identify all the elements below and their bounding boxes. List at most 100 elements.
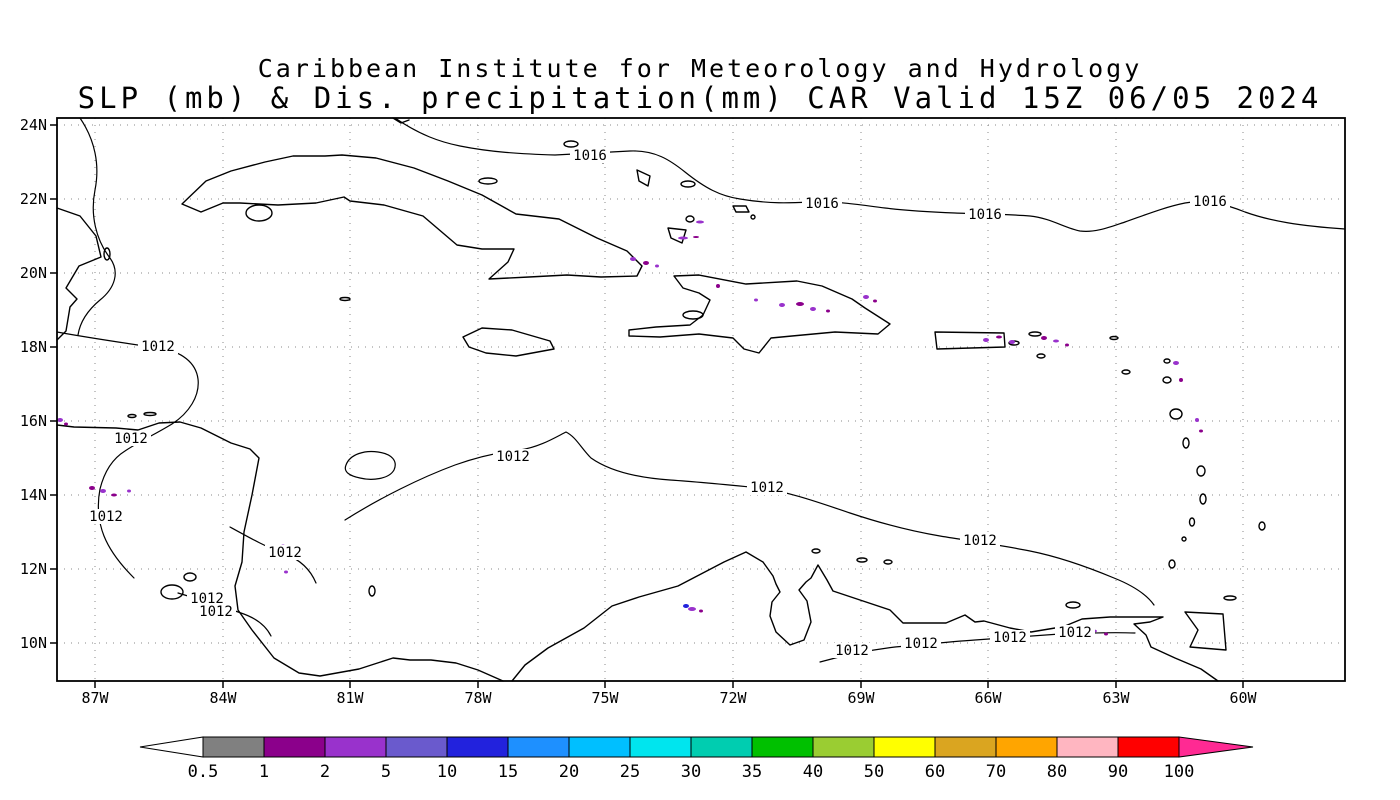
colorbar-segment bbox=[446, 736, 509, 758]
x-axis-label: 66W bbox=[974, 689, 1002, 707]
precip-dot bbox=[699, 609, 703, 613]
trinidad-island bbox=[1184, 611, 1227, 651]
crooked-island bbox=[636, 169, 651, 187]
contour-label-mask bbox=[901, 636, 941, 651]
colorbar-tick-label: 1 bbox=[259, 762, 269, 782]
precip-dot bbox=[64, 422, 68, 426]
isobar-value-label: 1012 bbox=[268, 545, 302, 561]
caicos-islands bbox=[732, 205, 750, 213]
grenada-island bbox=[1168, 559, 1176, 569]
precip-dot bbox=[1199, 429, 1203, 433]
isobar-1012-central bbox=[344, 431, 1155, 606]
isobar-value-label: 1012 bbox=[1058, 625, 1092, 641]
coastlines-layer bbox=[56, 117, 1266, 682]
colorbar-segment bbox=[995, 736, 1058, 758]
contour-label-mask bbox=[138, 339, 178, 354]
map-frame bbox=[56, 117, 1346, 682]
anguilla-island bbox=[1109, 335, 1119, 341]
martinique-island bbox=[1196, 465, 1206, 477]
colorbar-tick-label: 0.5 bbox=[188, 762, 219, 782]
precip-dot bbox=[779, 303, 785, 307]
colorbar-segment bbox=[385, 736, 448, 758]
institute-title: Caribbean Institute for Meteorology and … bbox=[257, 54, 1143, 83]
margarita-island bbox=[1065, 601, 1081, 609]
colorbar-segment bbox=[812, 736, 875, 758]
st-lucia-island bbox=[1199, 493, 1207, 505]
contour-label-mask bbox=[1190, 194, 1230, 209]
contour-label-mask bbox=[832, 643, 872, 658]
colorbar-segment bbox=[324, 736, 387, 758]
axis-labels-layer: 87W 84W 81W 78W 75W 72W 69W 66W 63W 60W 24N 22N 20N 1… bbox=[20, 116, 1258, 707]
gridlines-layer bbox=[57, 118, 1345, 681]
isobar-value-label: 1016 bbox=[1193, 194, 1227, 210]
exuma-island bbox=[563, 140, 579, 148]
st-kitts-island bbox=[1121, 369, 1131, 375]
bahama-cays bbox=[392, 117, 410, 124]
isobar-value-label: 1012 bbox=[141, 339, 175, 355]
colorbar-segment bbox=[202, 736, 265, 758]
colorbar-right-arrow bbox=[1178, 736, 1254, 758]
colorbar-tick-label: 70 bbox=[986, 762, 1006, 782]
precip-dot bbox=[111, 493, 117, 497]
barbados-island bbox=[1258, 521, 1266, 531]
precip-dot bbox=[696, 220, 704, 224]
precip-dot bbox=[683, 604, 689, 608]
contour-label-mask bbox=[570, 148, 610, 163]
isobar-value-label: 1012 bbox=[190, 591, 224, 607]
contour-label-mask bbox=[990, 630, 1030, 645]
precip-dot bbox=[1065, 343, 1069, 347]
grand-cayman-island bbox=[339, 296, 351, 302]
colorbar-segment bbox=[1117, 736, 1180, 758]
precip-dot bbox=[643, 261, 649, 265]
colorbar-segment bbox=[751, 736, 814, 758]
precip-dot bbox=[796, 302, 804, 306]
colorbar-segment bbox=[934, 736, 997, 758]
contour-label-mask bbox=[493, 449, 533, 464]
colorbar-tick-label: 10 bbox=[437, 762, 457, 782]
contour-label-mask bbox=[196, 604, 236, 619]
isobar-value-label: 1012 bbox=[199, 604, 233, 620]
y-axis-label: 20N bbox=[20, 264, 47, 282]
x-axis-label: 63W bbox=[1102, 689, 1130, 707]
x-axis-label: 84W bbox=[209, 689, 237, 707]
great-inagua-island bbox=[667, 227, 687, 244]
precip-dot bbox=[655, 264, 659, 268]
coastline-south-america bbox=[511, 551, 1219, 682]
colorbar-tick-label: 5 bbox=[381, 762, 391, 782]
contour-label-mask bbox=[187, 591, 227, 606]
coastline-jamaica bbox=[462, 327, 555, 357]
colorbar-segment bbox=[873, 736, 936, 758]
precip-dot bbox=[693, 236, 699, 238]
contour-label-mask bbox=[1055, 625, 1095, 640]
precip-dot bbox=[810, 307, 816, 311]
y-axis-label: 14N bbox=[20, 486, 47, 504]
colorbar-tick-label: 25 bbox=[620, 762, 640, 782]
colorbar-segment bbox=[690, 736, 753, 758]
colorbar-tick-label: 40 bbox=[803, 762, 823, 782]
isobar-1012-west bbox=[56, 331, 199, 579]
bay-island-utila bbox=[127, 413, 137, 419]
precipitation-colorbar: 0.5 1 2 5 10 15 20 25 30 35 40 50 60 70 80 90 100 bbox=[139, 736, 1254, 782]
precip-dot bbox=[1179, 378, 1183, 382]
isobar-value-label: 1016 bbox=[805, 196, 839, 212]
precip-dot bbox=[100, 489, 106, 493]
colorbar-tick-label: 15 bbox=[498, 762, 518, 782]
isobar-contours-layer bbox=[56, 117, 1346, 663]
lake-nicaragua bbox=[160, 584, 184, 600]
precip-dot bbox=[1041, 336, 1047, 340]
isobar-value-label: 1012 bbox=[835, 643, 869, 659]
antigua-island bbox=[1162, 376, 1172, 384]
turks-island bbox=[750, 214, 756, 220]
colorbar-tick-label: 60 bbox=[925, 762, 945, 782]
coastline-central-america bbox=[56, 421, 504, 682]
colorbar-tick-label: 100 bbox=[1164, 762, 1195, 782]
precip-dot bbox=[983, 338, 989, 342]
y-axis-label: 10N bbox=[20, 634, 47, 652]
x-axis-label: 87W bbox=[81, 689, 109, 707]
precip-dot bbox=[1173, 361, 1179, 365]
contour-label-mask bbox=[965, 207, 1005, 222]
precip-dot bbox=[127, 489, 131, 493]
precip-dot bbox=[688, 607, 696, 611]
isobar-value-label: 1012 bbox=[496, 449, 530, 465]
